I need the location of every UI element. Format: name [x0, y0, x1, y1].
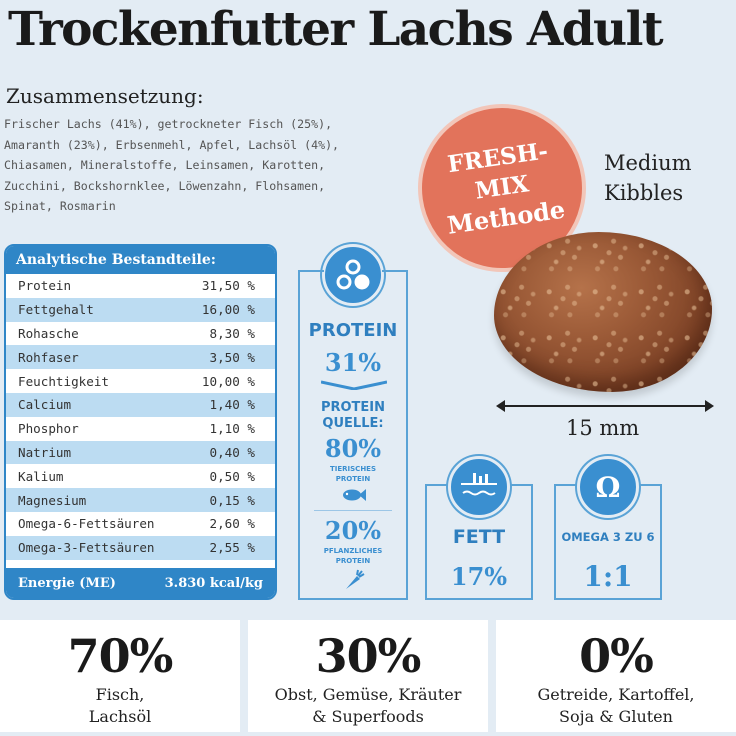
fat-drop-icon [461, 473, 497, 496]
bottom-panel-fruit: 30% Obst, Gemüse, Kräuter & Superfoods [248, 620, 488, 732]
protein-source-label: PROTEIN QUELLE: [300, 400, 406, 432]
analysis-row-value: 16,00 % [201, 302, 255, 318]
analysis-row-value: 10,00 % [201, 373, 255, 389]
analysis-row-name: Natrium [18, 444, 72, 460]
analysis-row-name: Fettgehalt [18, 302, 94, 318]
analysis-row-name: Magnesium [18, 492, 87, 508]
analysis-row: Natrium 0,40 % [6, 440, 275, 465]
protein-source-line-1: PROTEIN [320, 400, 386, 415]
analysis-table: Analytische Bestandteile: Protein 31,50 %… [4, 244, 277, 600]
analysis-row-value: 2,60 % [209, 516, 256, 532]
omega-box: OMEGA 3 ZU 6 1:1 [554, 484, 662, 600]
analysis-row-value: 3,50 % [209, 349, 256, 365]
plant-protein-line-2: PROTEIN [335, 557, 371, 565]
analysis-row-name: Protein [18, 278, 72, 294]
analysis-row-value: 0,50 % [209, 468, 256, 484]
analysis-row: Fettgehalt 16,00 % [6, 297, 275, 322]
molecule-icon [336, 259, 370, 290]
energy-value: 3.830 kcal/kg [164, 575, 263, 591]
bottom-percent: 30% [315, 629, 422, 683]
composition-line: Frischer Lachs (41%), getrockneter Fisch… [4, 117, 333, 131]
kibbles-line-2: Kibbles [604, 181, 684, 205]
animal-protein-line-2: PROTEIN [335, 475, 371, 483]
analysis-row-name: Rohfaser [18, 349, 79, 365]
analysis-row-name: Omega-6-Fettsäuren [18, 516, 155, 532]
analysis-row: Rohfaser 3,50 % [6, 345, 275, 370]
plant-protein-value: 20% [324, 516, 382, 545]
analysis-row: Omega-6-Fettsäuren 2,60 % [6, 512, 275, 536]
composition-line: Zucchini, Bockshornklee, Löwenzahn, Floh… [4, 178, 326, 193]
analysis-row: Magnesium 0,15 % [6, 488, 275, 512]
protein-label: PROTEIN [308, 320, 398, 341]
plant-protein-line-1: PFLANZLICHES [323, 547, 383, 555]
chevron-down-icon [321, 380, 387, 390]
animal-protein-line-1: TIERISCHES [329, 465, 377, 473]
composition-line: Amaranth (23%), Erbsenmehl, Apfel, Lachs… [4, 137, 340, 152]
analysis-row-name: Feuchtigkeit [18, 373, 109, 389]
kibbles-line-1: Medium [604, 151, 692, 175]
protein-value: 31% [324, 348, 382, 377]
bottom-percent: 0% [579, 629, 654, 683]
energy-label: Energie (ME) [18, 575, 116, 591]
bottom-percent: 70% [67, 629, 174, 683]
bottom-description: Getreide, Kartoffel, Soja & Gluten [537, 685, 695, 726]
composition-line: Spinat, Rosmarin [4, 199, 116, 214]
kibble-image [494, 232, 712, 392]
protein-source-line-2: QUELLE: [322, 416, 384, 431]
fett-icon [448, 456, 510, 518]
analysis-row-value: 2,55 % [209, 540, 256, 556]
analysis-rows: Protein 31,50 % Fettgehalt 16,00 % Rohasche 8… [6, 274, 275, 560]
composition-text: Frischer Lachs (41%), getrockneter Fisch… [4, 114, 394, 217]
protein-molecule-icon [322, 244, 384, 306]
divider [314, 510, 392, 511]
carrot-icon [346, 569, 365, 589]
omega-icon: Ω [577, 456, 639, 518]
protein-column: PROTEIN 31% PROTEIN QUELLE: 80% TIERISCH… [298, 270, 408, 600]
analysis-row-name: Phosphor [18, 421, 79, 437]
bottom-panel-grain-free: 0% Getreide, Kartoffel, Soja & Gluten [496, 620, 736, 732]
analysis-row-name: Rohasche [18, 325, 79, 341]
bottom-panel-fish: 70% Fisch, Lachsöl [0, 620, 240, 732]
analysis-row: Phosphor 1,10 % [6, 417, 275, 441]
analysis-row-name: Calcium [18, 397, 72, 413]
analysis-row: Kalium 0,50 % [6, 464, 275, 488]
analysis-heading: Analytische Bestandteile: [6, 246, 275, 274]
omega-label: OMEGA 3 ZU 6 [561, 530, 655, 544]
analysis-row: Protein 31,50 % [6, 274, 275, 298]
animal-protein-value: 80% [324, 434, 382, 463]
animal-protein-label: TIERISCHES PROTEIN [300, 464, 406, 484]
fish-icon [343, 489, 366, 501]
svg-text:Ω: Ω [596, 471, 621, 504]
fett-value: 17% [450, 562, 508, 591]
analysis-row: Omega-3-Fettsäuren 2,55 % [6, 535, 275, 560]
composition-heading: Zusammensetzung: [6, 84, 204, 108]
analysis-row: Calcium 1,40 % [6, 392, 275, 417]
size-measure-arrow [496, 400, 714, 412]
analysis-row-value: 0,40 % [209, 444, 256, 460]
energy-row: Energie (ME) 3.830 kcal/kg [6, 568, 275, 598]
analysis-row: Rohasche 8,30 % [6, 322, 275, 346]
bottom-description: Obst, Gemüse, Kräuter & Superfoods [274, 685, 462, 726]
page-title: Trockenfutter Lachs Adult [8, 2, 664, 57]
plant-protein-label: PFLANZLICHES PROTEIN [300, 546, 406, 566]
analysis-row-value: 31,50 % [201, 278, 255, 294]
composition-line: Chiasamen, Mineralstoffe, Leinsamen, Kar… [4, 158, 326, 173]
omega-value: 1:1 [583, 560, 633, 593]
analysis-row-name: Omega-3-Fettsäuren [18, 540, 155, 556]
bottom-description: Fisch, Lachsöl [88, 685, 152, 726]
fett-label: FETT [452, 526, 506, 548]
omega-symbol-icon: Ω [596, 471, 621, 504]
analysis-row-value: 0,15 % [209, 492, 256, 508]
analysis-row: Feuchtigkeit 10,00 % [6, 369, 275, 393]
analysis-row-name: Kalium [18, 468, 64, 484]
kibble-size: 15 mm [566, 416, 640, 440]
analysis-row-value: 8,30 % [209, 325, 256, 341]
kibbles-label: Medium Kibbles [604, 148, 692, 208]
analysis-row-value: 1,10 % [209, 421, 256, 437]
analysis-row-value: 1,40 % [209, 397, 256, 413]
fett-box: FETT 17% [425, 484, 533, 600]
